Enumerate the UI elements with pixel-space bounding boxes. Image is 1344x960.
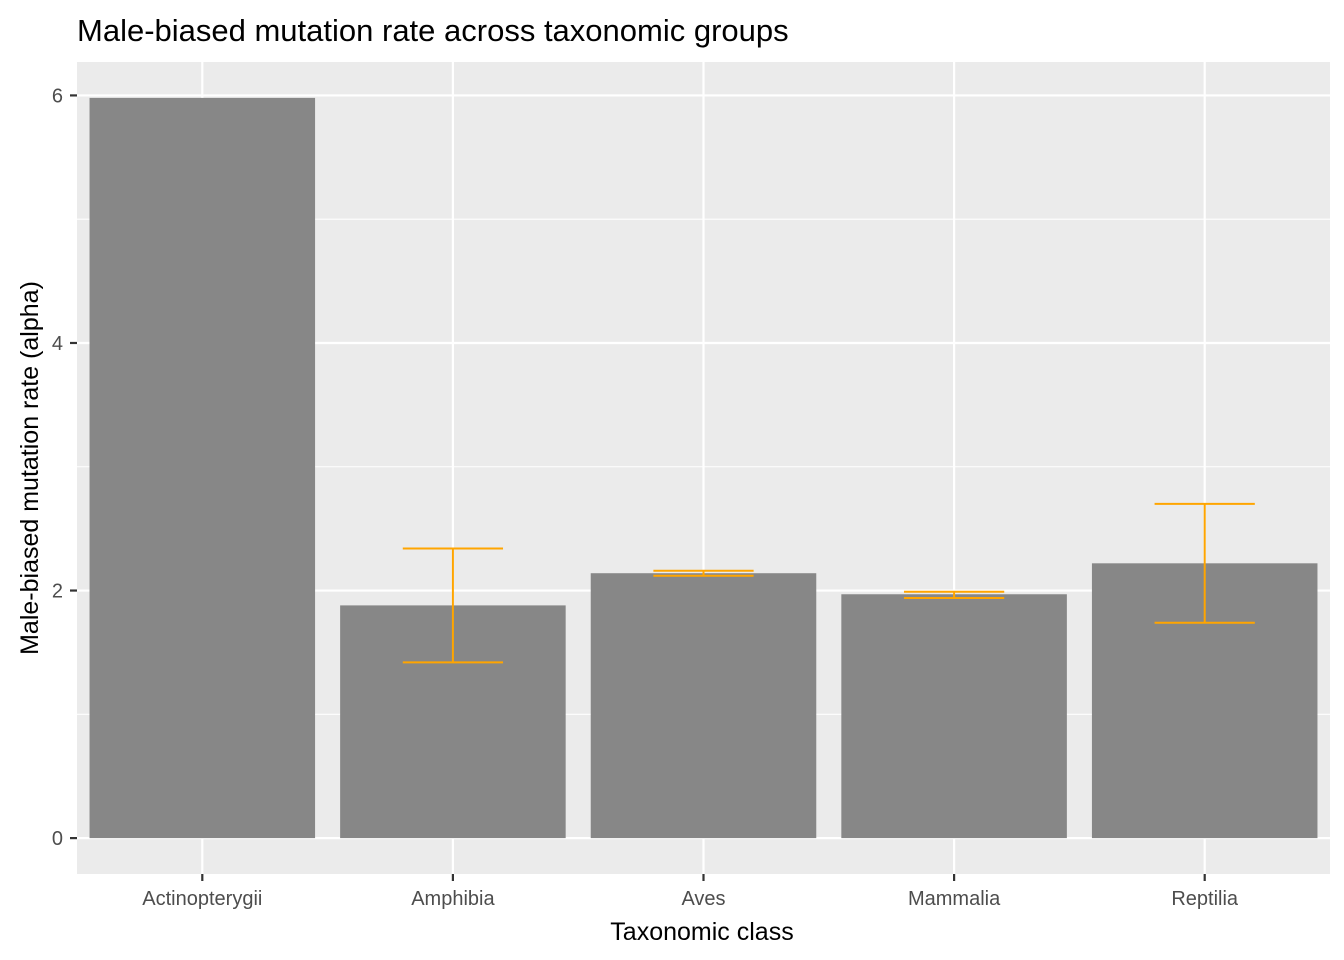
- y-tick-label: 6: [52, 85, 63, 107]
- error-bar-amphibia: [402, 547, 504, 664]
- bar-aves: [590, 573, 817, 839]
- chart-title: Male-biased mutation rate across taxonom…: [77, 13, 789, 48]
- y-tick-label: 2: [52, 581, 63, 603]
- error-bars: [402, 502, 1255, 664]
- x-tick-label: Actinopterygii: [142, 888, 262, 910]
- x-tick-label: Reptilia: [1171, 888, 1239, 910]
- x-tick-label: Amphibia: [411, 888, 495, 910]
- bars: [89, 97, 1318, 839]
- x-axis-title: Taxonomic class: [610, 918, 793, 946]
- y-axis-title: Male-biased mutation rate (alpha): [16, 281, 44, 655]
- x-tick-label: Aves: [681, 888, 725, 910]
- bar-mammalia: [841, 594, 1067, 839]
- error-bar-mammalia: [903, 590, 1005, 599]
- error-bar-aves: [653, 569, 754, 577]
- x-tick-label: Mammalia: [908, 888, 1001, 910]
- axes: 0 2 4 6 Actinopterygii Amphibia Aves Mammalia Re…: [52, 85, 1239, 910]
- y-tick-label: 4: [52, 333, 63, 355]
- y-tick-label: 0: [52, 828, 63, 850]
- bar-actinopterygii: [89, 97, 316, 839]
- error-bar-reptilia: [1154, 502, 1255, 624]
